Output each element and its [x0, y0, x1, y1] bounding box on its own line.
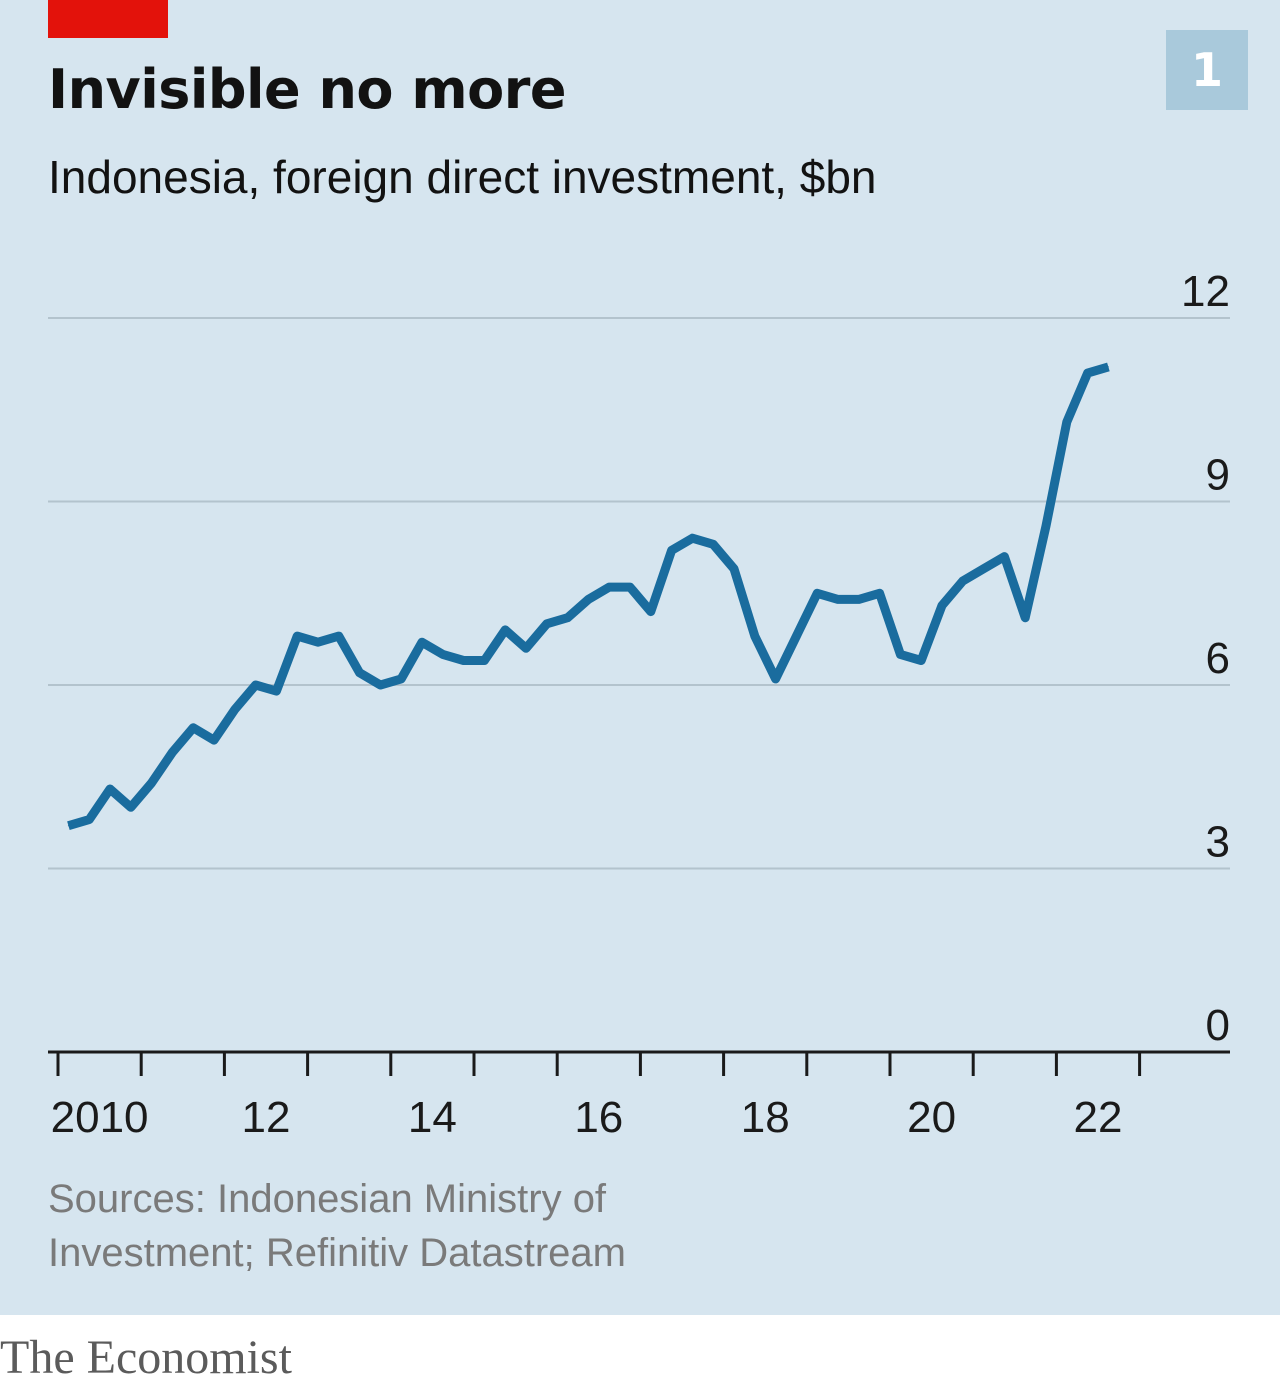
data-point	[1024, 617, 1026, 619]
data-point	[1066, 421, 1068, 423]
data-point	[296, 635, 298, 637]
data-point	[1003, 556, 1005, 558]
data-point	[234, 709, 236, 710]
data-point	[525, 647, 527, 649]
x-tick-label: 22	[1074, 1093, 1123, 1142]
data-point	[712, 543, 714, 545]
red-accent-tab	[48, 0, 168, 38]
data-point	[1087, 372, 1089, 374]
data-point	[421, 641, 423, 643]
fdi-series-line	[67, 362, 1110, 831]
data-point	[816, 592, 818, 594]
data-point	[130, 806, 132, 808]
data-point	[691, 537, 693, 539]
x-tick-label: 2010	[51, 1093, 149, 1142]
data-point	[546, 623, 548, 625]
data-point	[400, 678, 402, 680]
data-point	[899, 653, 901, 655]
chart-panel: Invisible no more Indonesia, foreign dir…	[0, 0, 1280, 1315]
data-point	[567, 617, 569, 619]
data-point	[671, 549, 673, 551]
data-point	[275, 690, 277, 692]
data-point	[88, 819, 90, 821]
data-point	[483, 660, 485, 661]
data-point	[504, 629, 506, 631]
data-point	[463, 660, 465, 661]
data-point	[775, 678, 777, 680]
data-point	[109, 788, 111, 790]
data-point	[442, 653, 444, 655]
series-layer	[67, 362, 1110, 831]
gridlines	[48, 317, 1230, 870]
data-point	[317, 641, 319, 643]
data-point	[359, 672, 361, 674]
data-point	[608, 586, 610, 588]
data-point	[1107, 366, 1109, 368]
x-axis: 2010 12 14 16 18 20 22	[48, 1050, 1230, 1142]
x-tick-label: 16	[574, 1093, 623, 1142]
data-point	[983, 568, 985, 570]
chart-number-badge: 1	[1166, 30, 1248, 110]
data-point	[879, 592, 881, 594]
line-chart: 0 3 6 9 12 2010 12 14 16 18 20 22	[48, 267, 1230, 1142]
y-tick-label: 6	[1206, 634, 1230, 683]
y-tick-labels: 0 3 6 9 12	[1181, 267, 1230, 1050]
y-tick-label: 9	[1206, 451, 1230, 500]
y-tick-label: 12	[1181, 267, 1230, 316]
chart-title: Invisible no more	[48, 58, 566, 121]
data-point	[733, 568, 735, 570]
y-tick-label: 3	[1206, 818, 1230, 867]
data-point	[754, 635, 756, 637]
data-point	[338, 635, 340, 637]
economist-logo: The Economist	[0, 1331, 292, 1384]
data-point	[379, 684, 381, 686]
data-point	[67, 825, 69, 827]
x-tick-label: 18	[741, 1093, 790, 1142]
x-tick-label: 20	[907, 1093, 956, 1142]
data-point	[920, 660, 922, 661]
data-point	[171, 751, 173, 753]
data-point	[962, 580, 964, 582]
chart-subtitle: Indonesia, foreign direct investment, $b…	[48, 151, 877, 203]
data-point	[151, 782, 153, 784]
data-point	[795, 635, 797, 637]
x-tick-label: 12	[242, 1093, 291, 1142]
data-point	[1045, 525, 1047, 527]
data-point	[837, 598, 839, 600]
data-point	[213, 739, 215, 741]
data-point	[255, 684, 257, 686]
data-point	[941, 605, 943, 606]
y-tick-label: 0	[1206, 1001, 1230, 1050]
x-tick-label: 14	[408, 1093, 457, 1142]
data-point	[587, 598, 589, 600]
sources-note: Sources: Indonesian Ministry of Investme…	[48, 1177, 626, 1275]
data-point	[858, 598, 860, 600]
data-point	[629, 586, 631, 588]
data-point	[192, 727, 194, 729]
data-point	[650, 611, 652, 613]
